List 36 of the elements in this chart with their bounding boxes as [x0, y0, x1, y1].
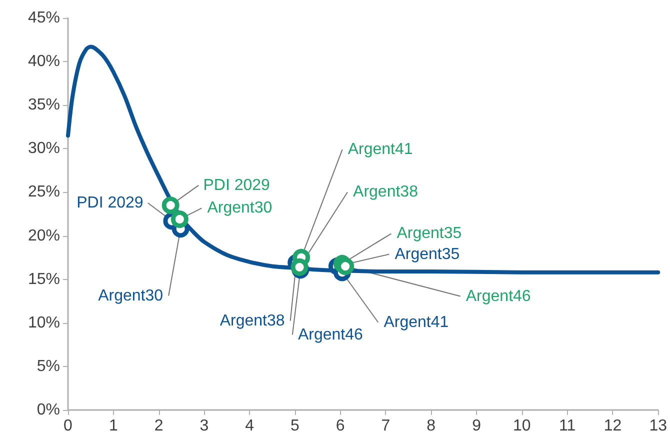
- y-tick-label: 10%: [28, 314, 60, 332]
- x-tick-label: 10: [513, 418, 531, 434]
- x-tick-label: 0: [64, 418, 73, 434]
- x-tick-label: 4: [245, 418, 254, 434]
- x-tick-label: 8: [426, 418, 436, 434]
- annotation: Argent41: [348, 141, 413, 158]
- annotation: Argent35: [396, 225, 462, 242]
- annotation: Argent46: [298, 326, 363, 344]
- y-tick-label: 15%: [28, 270, 60, 288]
- annotation: Argent38: [353, 184, 418, 201]
- x-tick-label: 13: [649, 418, 668, 434]
- y-tick-label: 5%: [36, 358, 60, 375]
- annotation: Argent30: [207, 200, 272, 217]
- y-tick-label: 35%: [28, 96, 60, 114]
- x-tick-label: 12: [604, 418, 622, 434]
- annotation: PDI 2029: [76, 194, 144, 212]
- y-tick-label: 45%: [28, 10, 60, 26]
- y-tick-label: 40%: [28, 53, 60, 70]
- x-tick-label: 2: [154, 418, 164, 434]
- annotation: Argent46: [466, 288, 531, 305]
- y-tick-label: 30%: [28, 140, 60, 158]
- y-tick-label: 0%: [36, 402, 60, 418]
- annotation: Argent38: [220, 312, 285, 330]
- annotation: Argent41: [384, 314, 449, 331]
- annotation: PDI 2029: [203, 176, 270, 194]
- x-tick-label: 6: [336, 418, 345, 434]
- x-tick-label: 9: [472, 418, 482, 434]
- x-tick-label: 11: [559, 418, 576, 434]
- x-tick-label: 3: [200, 418, 209, 434]
- y-tick-label: 20%: [28, 227, 60, 244]
- y-tick-label: 25%: [28, 184, 60, 201]
- x-tick-label: 1: [108, 418, 118, 434]
- x-tick-label: 5: [290, 418, 300, 434]
- annotation: Argent35: [394, 246, 460, 263]
- x-tick-label: 7: [381, 418, 390, 434]
- annotation: Argent30: [98, 287, 164, 304]
